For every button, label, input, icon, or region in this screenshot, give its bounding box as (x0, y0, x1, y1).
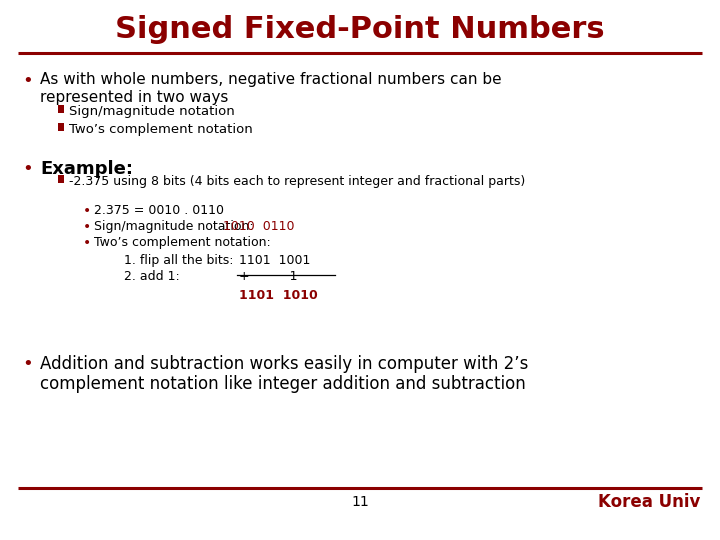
Text: Example:: Example: (40, 160, 133, 178)
Text: •: • (22, 72, 32, 90)
Text: Two’s complement notation: Two’s complement notation (69, 123, 253, 136)
Text: Two’s complement notation:: Two’s complement notation: (94, 236, 271, 249)
Text: Sign/magnitude notation:: Sign/magnitude notation: (94, 220, 258, 233)
Text: +          1: + 1 (239, 270, 297, 283)
Bar (58, 123, 64, 131)
Bar (58, 105, 64, 113)
Text: •: • (22, 355, 32, 373)
Text: 1101  1010: 1101 1010 (239, 289, 318, 302)
Text: complement notation like integer addition and subtraction: complement notation like integer additio… (40, 375, 526, 393)
Text: 1. flip all the bits:: 1. flip all the bits: (124, 254, 233, 267)
Text: 2. add 1:: 2. add 1: (124, 270, 180, 283)
Text: Korea Univ: Korea Univ (598, 493, 700, 511)
Text: Sign/magnitude notation: Sign/magnitude notation (69, 105, 235, 118)
Text: •: • (83, 204, 91, 218)
Text: Addition and subtraction works easily in computer with 2’s: Addition and subtraction works easily in… (40, 355, 528, 373)
Text: 1010  0110: 1010 0110 (222, 220, 294, 233)
Text: 2.375 = 0010 . 0110: 2.375 = 0010 . 0110 (94, 204, 224, 217)
Text: 1101  1001: 1101 1001 (239, 254, 310, 267)
Text: Signed Fixed-Point Numbers: Signed Fixed-Point Numbers (115, 16, 605, 44)
Text: •: • (83, 220, 91, 234)
Text: •: • (83, 236, 91, 250)
Text: •: • (22, 160, 32, 178)
Text: -2.375 using 8 bits (4 bits each to represent integer and fractional parts): -2.375 using 8 bits (4 bits each to repr… (69, 175, 526, 188)
Text: As with whole numbers, negative fractional numbers can be: As with whole numbers, negative fraction… (40, 72, 502, 87)
Text: represented in two ways: represented in two ways (40, 90, 228, 105)
Text: 11: 11 (351, 495, 369, 509)
Bar (58, 175, 64, 183)
